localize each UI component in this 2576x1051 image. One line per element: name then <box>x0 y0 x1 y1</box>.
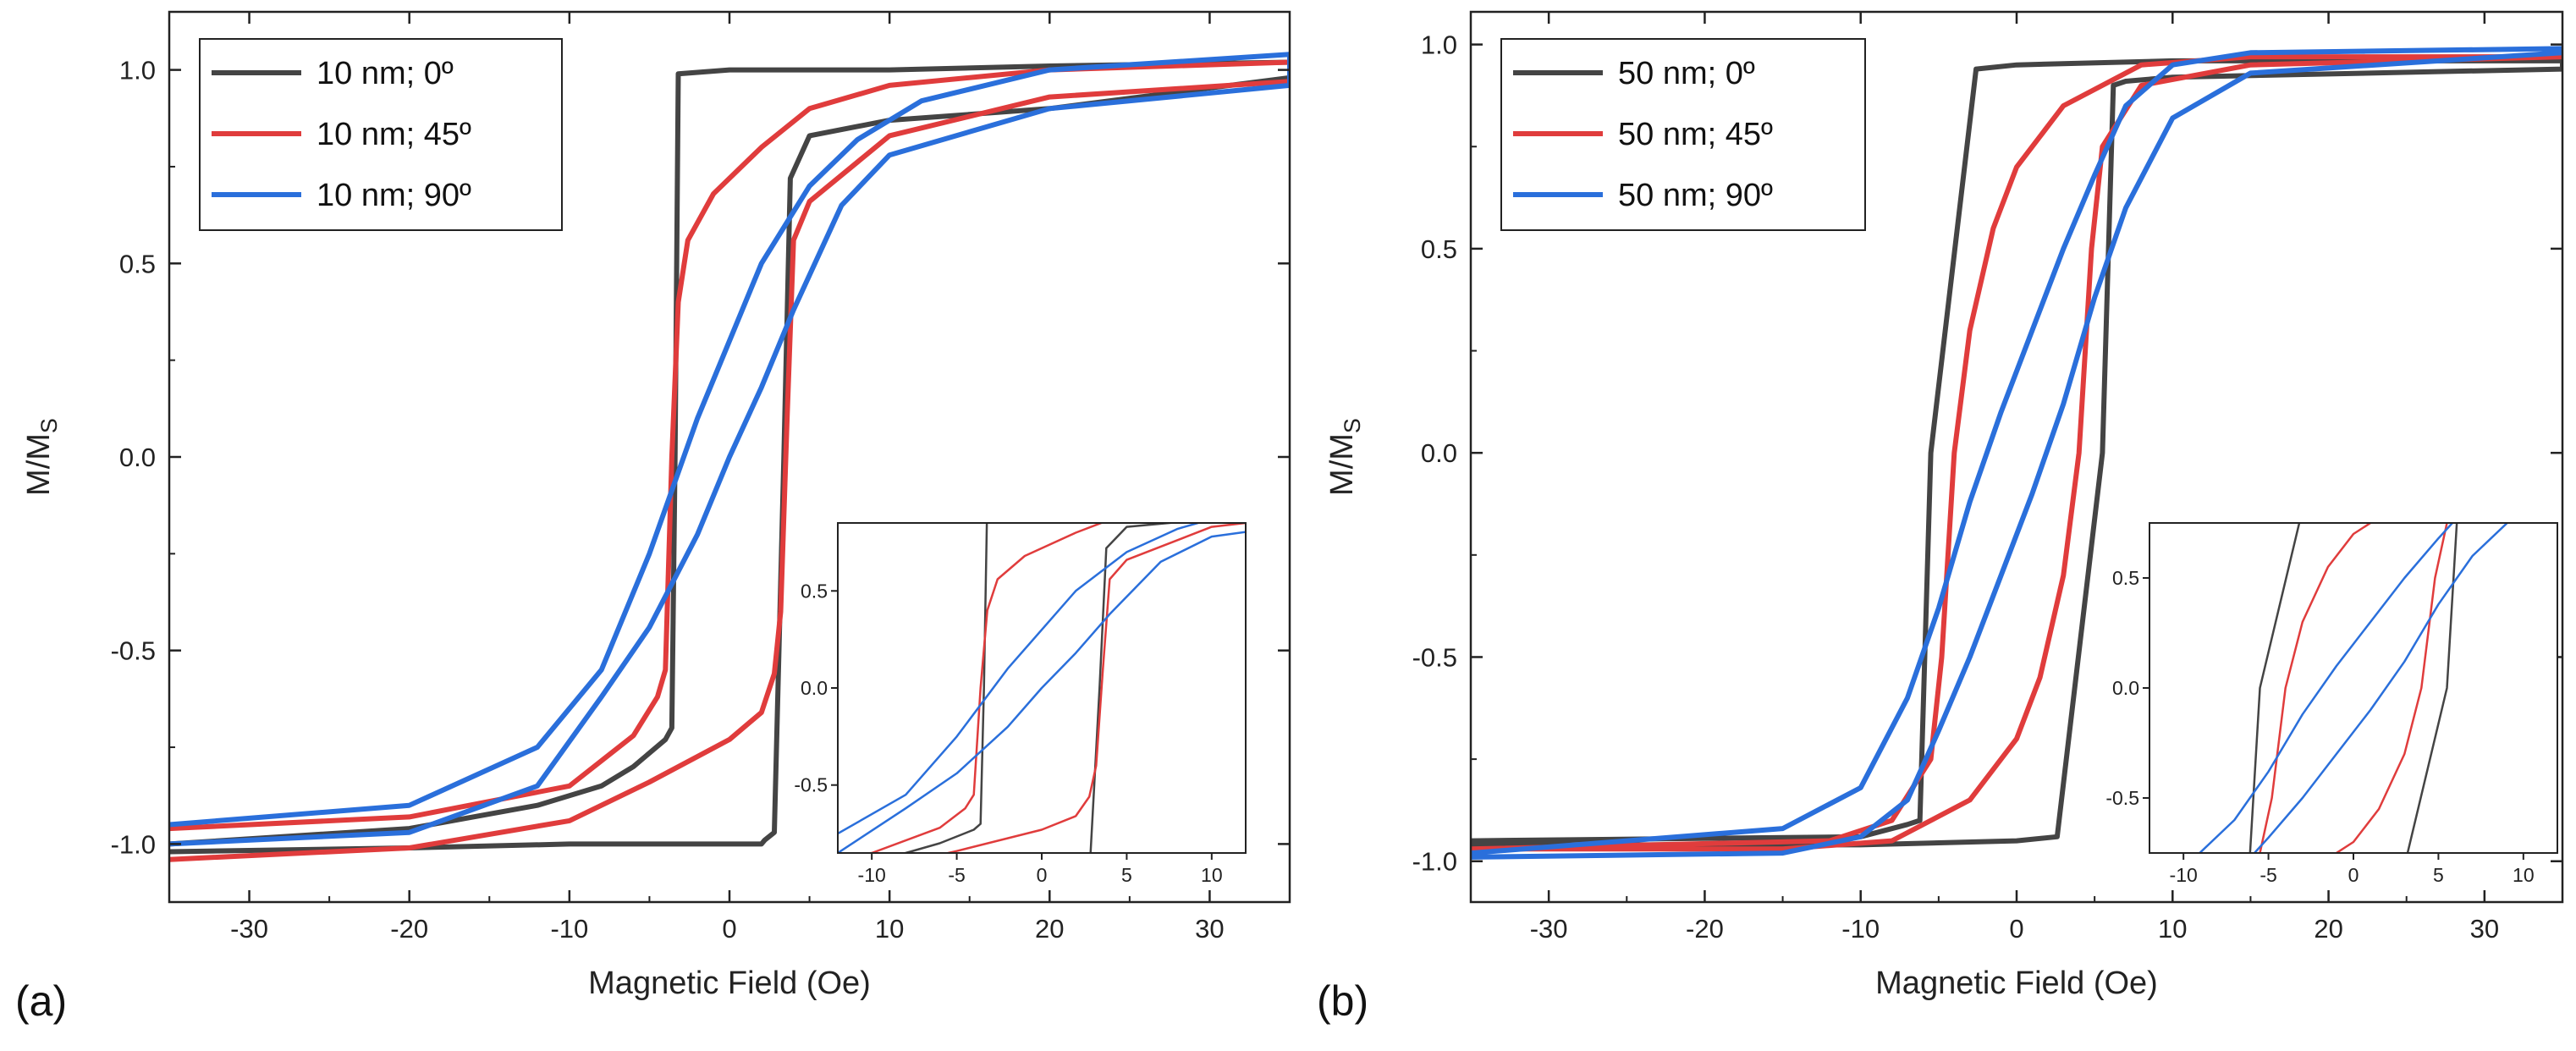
inset-x-tick-label: -5 <box>2260 864 2276 886</box>
series-line-2 <box>1471 54 2562 852</box>
inset-x-tick-label: 0 <box>1037 864 1048 886</box>
y-axis-title-main: M/M <box>1324 433 1360 496</box>
inset-x-tick-label: 0 <box>2348 864 2359 886</box>
y-tick-label: 1.0 <box>1421 30 1457 60</box>
y-tick-label: -1.0 <box>111 829 156 859</box>
inset-background <box>2149 523 2557 853</box>
inset-series-group <box>838 523 1246 853</box>
y-tick-label: -1.0 <box>1412 847 1457 877</box>
y-axis-title-subscript: S <box>1340 418 1365 433</box>
x-tick-label: -30 <box>1530 914 1568 944</box>
series-line-3 <box>1471 46 2562 860</box>
inset-series-line-3 <box>2198 523 2509 853</box>
x-axis-title: Magnetic Field (Oe) <box>1875 966 2158 1001</box>
series-line-1 <box>1471 58 2562 848</box>
y-axis-title-subscript: S <box>36 418 62 433</box>
y-tick-label: 0.0 <box>1421 438 1457 468</box>
y-tick-label: -0.5 <box>1412 642 1457 672</box>
inset-x-tick-label: -5 <box>948 864 965 886</box>
series-line-3 <box>169 52 1290 847</box>
x-tick-label: -20 <box>1686 914 1724 944</box>
legend-label: 10 nm; 45º <box>316 117 471 152</box>
y-tick-label: 0.5 <box>1421 234 1457 264</box>
inset-x-tick-label: -10 <box>2170 864 2198 886</box>
series-line-2 <box>169 59 1290 862</box>
x-tick-label: -20 <box>390 914 428 944</box>
inset-y-tick-label: 0.0 <box>2112 677 2139 699</box>
panel-label: (b) <box>1317 977 1368 1025</box>
inset-x-tick-label: 10 <box>2513 864 2535 886</box>
inset-series-line-2 <box>860 523 1246 853</box>
panel-label: (a) <box>15 977 67 1025</box>
legend-label: 50 nm; 0º <box>1618 56 1755 91</box>
inset-series-group <box>2198 523 2509 853</box>
chart-panel-a: -30 -20 -10 0 10 20 30 -1.0 -0.5 0.0 0.5 1.0 Magneti… <box>15 10 1291 1025</box>
inset-series-line-2 <box>2258 523 2449 853</box>
x-tick-label: -30 <box>230 914 268 944</box>
x-tick-label: 20 <box>1035 914 1064 944</box>
y-tick-label: -0.5 <box>111 636 156 666</box>
legend: 10 nm; 0º 10 nm; 45º 10 nm; 90º <box>199 38 563 231</box>
y-tick-label: 1.0 <box>119 56 156 85</box>
y-axis-title: M/MS <box>21 418 62 496</box>
inset-plot: -10 -5 0 5 10 -0.5 0.0 0.5 <box>2105 522 2558 886</box>
inset-y-tick-label: -0.5 <box>794 774 828 796</box>
legend: 50 nm; 0º 50 nm; 45º 50 nm; 90º <box>1500 38 1866 231</box>
x-tick-label: 10 <box>875 914 904 944</box>
y-tick-label: 0.0 <box>119 443 156 472</box>
series-group <box>169 52 1290 862</box>
x-tick-label: 20 <box>2314 914 2342 944</box>
inset-x-tick-label: 10 <box>1201 864 1223 886</box>
x-tick-label: 30 <box>1195 914 1224 944</box>
legend-label: 50 nm; 45º <box>1618 117 1773 152</box>
inset-plot: -10 -5 0 5 10 -0.5 0.0 0.5 <box>794 522 1247 886</box>
inset-y-tick-label: 0.5 <box>801 580 828 602</box>
legend-label: 50 nm; 90º <box>1618 178 1773 213</box>
legend-label: 10 nm; 90º <box>316 178 471 213</box>
inset-x-tick-label: -10 <box>858 864 886 886</box>
y-tick-label: 0.5 <box>119 249 156 278</box>
x-tick-label: 30 <box>2470 914 2499 944</box>
inset-x-tick-label: 5 <box>1121 864 1132 886</box>
y-axis-title-main: M/M <box>21 433 57 496</box>
inset-series-line-3 <box>838 523 1246 853</box>
inset-x-tick-label: 5 <box>2433 864 2444 886</box>
legend-label: 10 nm; 0º <box>316 56 454 91</box>
series-group <box>1471 46 2562 860</box>
inset-series-line-1 <box>898 523 1181 853</box>
chart-panel-b: -30 -20 -10 0 10 20 30 -1.0 -0.5 0.0 0.5 1.0 Magneti… <box>1317 10 2564 1025</box>
y-axis-title: M/MS <box>1324 418 1365 496</box>
inset-y-tick-label: 0.5 <box>2112 567 2139 589</box>
x-tick-label: 10 <box>2158 914 2187 944</box>
inset-y-tick-label: -0.5 <box>2105 787 2139 809</box>
x-tick-label: 0 <box>722 914 736 944</box>
x-axis-title: Magnetic Field (Oe) <box>588 966 871 1001</box>
inset-y-tick-label: 0.0 <box>801 677 828 699</box>
series-line-1 <box>169 59 1290 855</box>
x-tick-label: -10 <box>1841 914 1880 944</box>
x-tick-label: -10 <box>550 914 588 944</box>
x-tick-label: 0 <box>2009 914 2023 944</box>
